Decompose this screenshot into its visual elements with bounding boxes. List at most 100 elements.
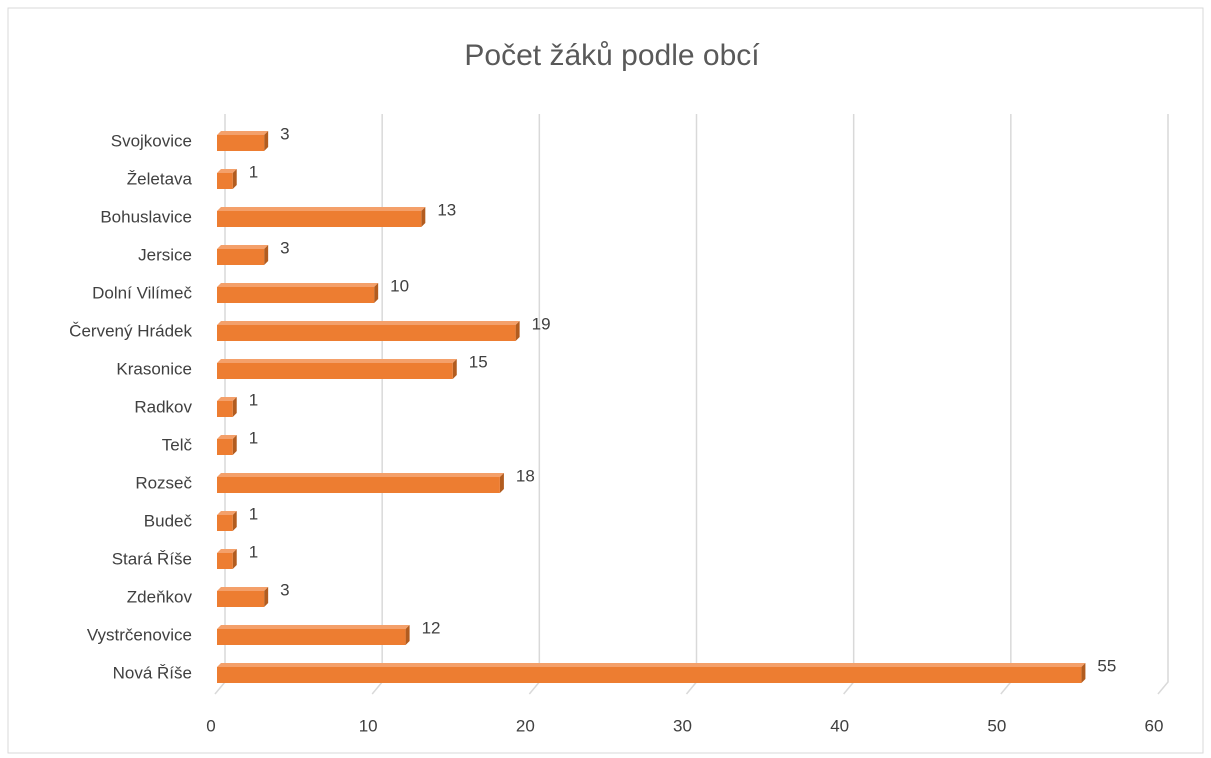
bar <box>217 207 426 227</box>
y-tick-label: Budeč <box>144 511 193 530</box>
data-label: 3 <box>280 580 289 599</box>
bar <box>217 549 237 569</box>
bar-face <box>264 245 269 265</box>
bar-face <box>374 283 379 303</box>
y-tick-label: Krasonice <box>116 359 192 378</box>
data-label: 1 <box>249 428 258 447</box>
y-tick-label: Telč <box>162 435 193 454</box>
data-label: 1 <box>249 504 258 523</box>
bar-face <box>217 629 406 645</box>
data-label: 10 <box>390 276 409 295</box>
bar-face <box>232 397 237 417</box>
bar-face <box>232 549 237 569</box>
bar-face <box>217 549 237 553</box>
bar-face <box>232 169 237 189</box>
y-tick-label: Svojkovice <box>111 131 192 150</box>
bar <box>217 283 379 303</box>
data-label: 3 <box>280 124 289 143</box>
x-tick-label: 50 <box>987 716 1006 735</box>
bar-face <box>217 591 265 607</box>
x-tick-label: 20 <box>516 716 535 735</box>
bar-face <box>217 511 237 515</box>
y-tick-label: Stará Říše <box>112 549 192 568</box>
bar <box>217 587 269 607</box>
data-label: 3 <box>280 238 289 257</box>
y-tick-label: Dolní Vilímeč <box>92 283 192 302</box>
bar <box>217 435 237 455</box>
bar-face <box>217 553 233 569</box>
bar-face <box>217 439 233 455</box>
bar-face <box>217 397 237 401</box>
bar-face <box>452 359 457 379</box>
bar-face <box>217 667 1082 683</box>
bar-face <box>217 515 233 531</box>
x-tick-label: 40 <box>830 716 849 735</box>
bar-face <box>217 663 1086 667</box>
x-tick-label: 30 <box>673 716 692 735</box>
y-tick-label: Červený Hrádek <box>69 321 192 340</box>
chart-title: Počet žáků podle obcí <box>464 39 760 72</box>
bar-face <box>217 135 265 151</box>
bar-face <box>515 321 520 341</box>
data-label: 15 <box>469 352 488 371</box>
y-tick-label: Vystrčenovice <box>87 625 192 644</box>
bar-face <box>217 207 426 211</box>
bar <box>217 625 410 645</box>
bar-face <box>217 211 422 227</box>
bar-face <box>217 435 237 439</box>
bar-face <box>217 477 500 493</box>
data-label: 1 <box>249 542 258 561</box>
bar-face <box>499 473 504 493</box>
bar-face <box>217 359 457 363</box>
y-tick-label: Radkov <box>134 397 192 416</box>
bar-face <box>421 207 426 227</box>
bar <box>217 169 237 189</box>
bar-face <box>1081 663 1086 683</box>
x-tick-label: 60 <box>1145 716 1164 735</box>
bar <box>217 511 237 531</box>
bar-face <box>217 363 453 379</box>
y-tick-label: Rozseč <box>135 473 192 492</box>
y-tick-label: Bohuslavice <box>100 207 192 226</box>
y-tick-label: Nová Říše <box>113 663 192 682</box>
bar-face <box>217 625 410 629</box>
bar-face <box>217 169 237 173</box>
bar-face <box>232 511 237 531</box>
y-tick-label: Zdeňkov <box>127 587 193 606</box>
grid-line <box>1157 114 1169 695</box>
data-label: 18 <box>516 466 535 485</box>
bar <box>217 663 1086 683</box>
data-label: 1 <box>249 390 258 409</box>
bar-face <box>232 435 237 455</box>
bar-face <box>217 249 265 265</box>
bar <box>217 131 269 151</box>
data-label: 13 <box>437 200 456 219</box>
data-label: 1 <box>249 162 258 181</box>
bar-face <box>264 587 269 607</box>
bar <box>217 473 504 493</box>
data-label: 19 <box>532 314 551 333</box>
bar <box>217 397 237 417</box>
y-tick-label: Jersice <box>138 245 192 264</box>
bar <box>217 359 457 379</box>
bar-face <box>217 283 379 287</box>
bar-face <box>217 401 233 417</box>
bar <box>217 245 269 265</box>
bar-face <box>217 321 520 325</box>
data-label: 12 <box>422 618 441 637</box>
bar-face <box>217 587 269 591</box>
x-tick-label: 10 <box>359 716 378 735</box>
chart-frame <box>7 7 1204 754</box>
x-tick-label: 0 <box>206 716 215 735</box>
bar-face <box>217 473 504 477</box>
bar-face <box>217 325 516 341</box>
bar-face <box>217 131 269 135</box>
bar-face <box>264 131 269 151</box>
data-label: 55 <box>1097 656 1116 675</box>
bar-face <box>405 625 410 645</box>
bar-face <box>217 245 269 249</box>
bar-face <box>217 287 375 303</box>
bar <box>217 321 520 341</box>
